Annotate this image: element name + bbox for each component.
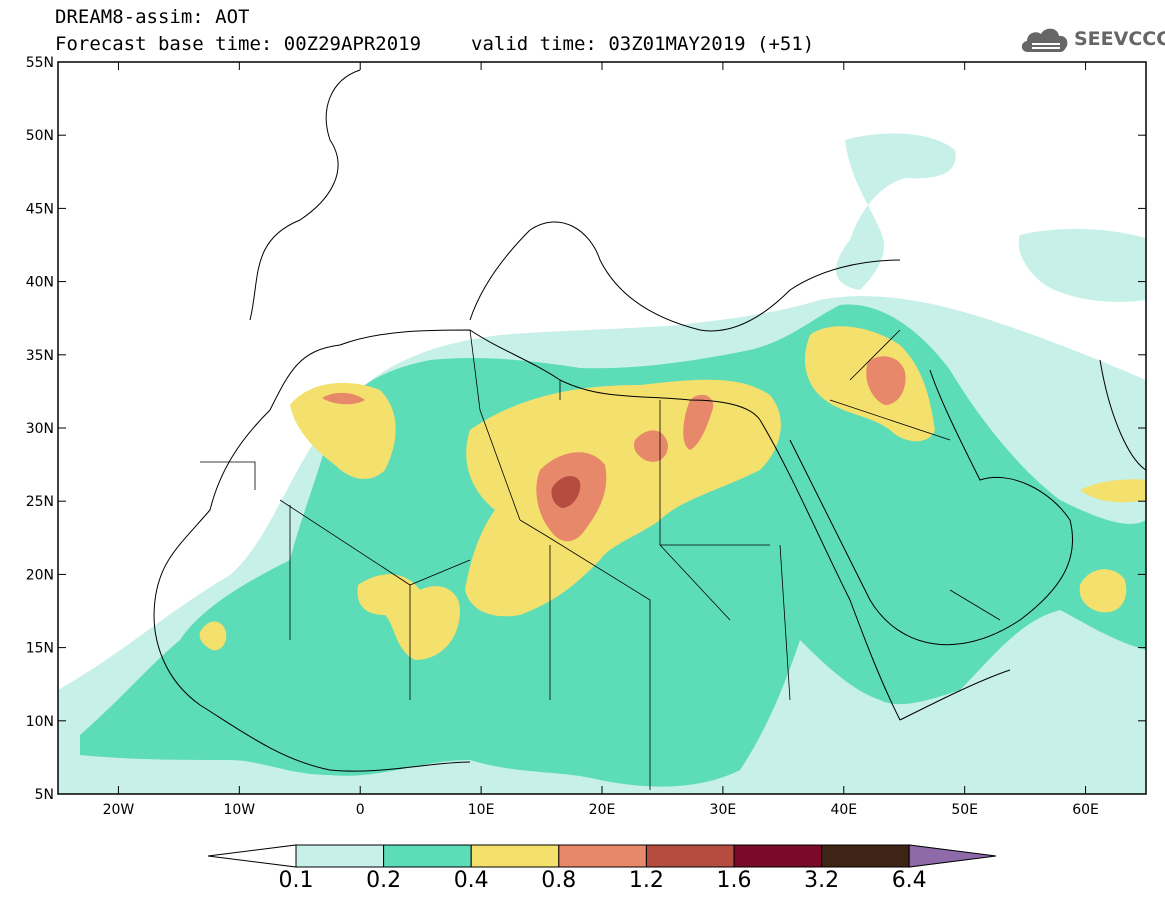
colorbar-label: 0.2 (366, 868, 402, 893)
colorbar-segment (470, 844, 560, 868)
logo-text: SEEVCCC (1074, 28, 1165, 50)
colorbar-label: 0.4 (453, 868, 489, 893)
map-title: DREAM8-assim: AOT (55, 6, 250, 28)
lon-tick-label: 20W (103, 802, 135, 818)
colorbar-over-arrow (908, 844, 997, 868)
aot-contour-0.8-algeria (322, 392, 365, 405)
lat-tick-label: 55N (26, 55, 54, 71)
lon-tick-label: 60E (1072, 802, 1099, 818)
colorbar-label: 1.6 (716, 868, 752, 893)
colorbar-label: 3.2 (804, 868, 840, 893)
valid-time: valid time: 03Z01MAY2019 (+51) (471, 33, 815, 55)
coastline-horn (899, 669, 1011, 721)
lat-tick-label: 30N (26, 421, 54, 437)
lat-tick-label: 15N (26, 641, 54, 657)
aot-contour-0.1-caspian (1018, 228, 1146, 302)
coastline-india (1099, 359, 1146, 471)
lon-tick-label: 10W (223, 802, 255, 818)
country-borders (200, 329, 1001, 790)
colorbar (207, 844, 997, 868)
aot-contour-0.8-egypt (683, 394, 714, 450)
colorbar-segment (821, 844, 910, 868)
lon-tick-label: 50E (951, 802, 978, 818)
coastline-west-africa (153, 344, 471, 772)
aot-contour-0.4-guinea (199, 621, 227, 651)
lon-axis: 20W 10W 0 10E 20E 30E 40E 50E 60E (103, 62, 1099, 818)
coastline-north-africa (339, 329, 761, 421)
lat-tick-label: 25N (26, 494, 54, 510)
lat-tick-label: 20N (26, 567, 54, 583)
colorbar-segment (645, 844, 735, 868)
colorbar-label: 0.1 (278, 868, 314, 893)
lon-tick-label: 30E (710, 802, 737, 818)
lon-tick-label: 20E (589, 802, 616, 818)
colorbar-segment (733, 844, 823, 868)
map-subtitle: Forecast base time: 00Z29APR2019 valid ti… (55, 33, 814, 55)
cloud-icon (1021, 28, 1068, 52)
lat-tick-label: 35N (26, 348, 54, 364)
colorbar-label: 0.8 (541, 868, 577, 893)
aot-contour-0.4-sahara (465, 379, 781, 617)
aot-field (58, 133, 1146, 794)
coastline-arabia (789, 369, 1074, 646)
colorbar-label: 1.2 (628, 868, 664, 893)
coastline-red-sea (759, 419, 901, 721)
seevccc-logo: SEEVCCC (1018, 22, 1165, 58)
colorbar-segment (383, 844, 472, 868)
lat-tick-label: 5N (35, 787, 54, 803)
colorbar-segment (295, 844, 385, 868)
lon-tick-label: 10E (468, 802, 495, 818)
aot-contour-0.1-north (836, 133, 956, 290)
colorbar-under-arrow (207, 844, 297, 868)
lat-tick-label: 10N (26, 714, 54, 730)
colorbar-label: 6.4 (891, 868, 927, 893)
lon-tick-label: 40E (830, 802, 857, 818)
aot-contour-0.4-oman (1079, 569, 1127, 613)
aot-contour-0.4-arabiansea (1080, 479, 1146, 503)
lat-tick-label: 40N (26, 275, 54, 291)
coastline-europe (249, 69, 901, 332)
aot-contour-0.8-iraq (866, 356, 906, 405)
aot-contour-0.8-libya (634, 430, 668, 462)
base-time: Forecast base time: 00Z29APR2019 (55, 33, 422, 55)
colorbar-segment (558, 844, 647, 868)
lat-axis: 55N 50N 45N 40N 35N 30N 25N 20N 15N 10N 5N (26, 55, 1146, 803)
lon-tick-label: 0 (356, 802, 365, 818)
coastlines (153, 69, 1146, 790)
aot-contour-0.4-atlas (290, 382, 396, 480)
aot-contour-1.2-chad (551, 476, 581, 508)
lat-tick-label: 45N (26, 201, 54, 217)
aot-contour-0.4-mali (357, 574, 460, 660)
lat-tick-label: 50N (26, 128, 54, 144)
